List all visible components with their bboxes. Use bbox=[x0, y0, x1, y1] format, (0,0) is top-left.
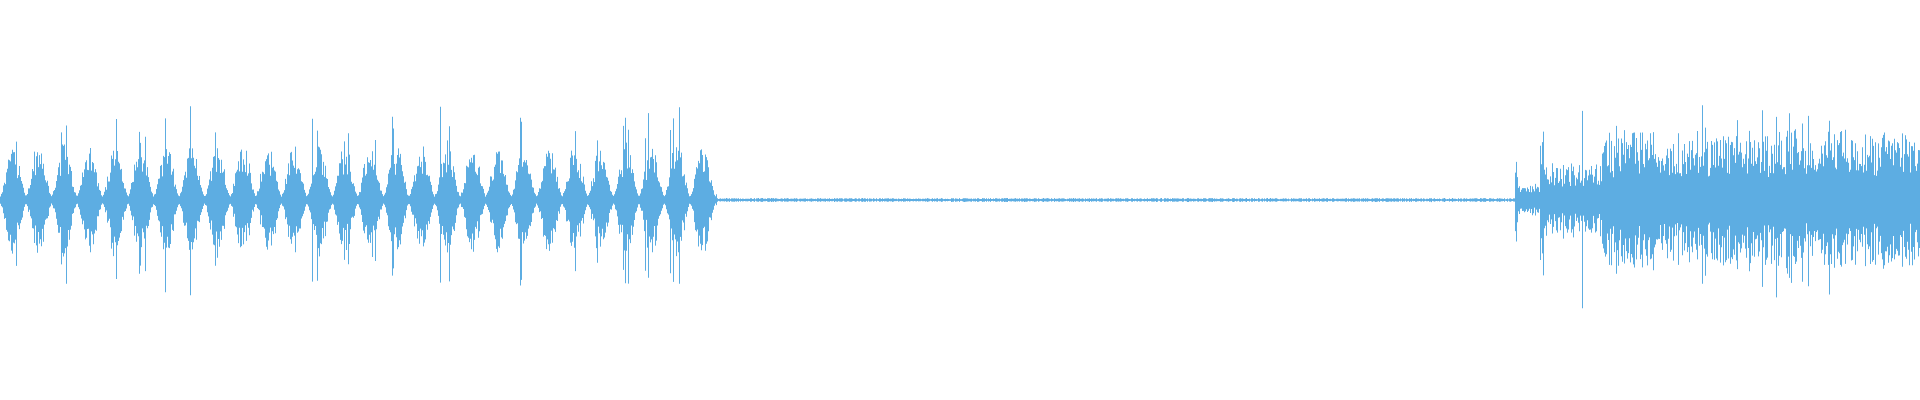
waveform-path bbox=[0, 105, 1920, 309]
